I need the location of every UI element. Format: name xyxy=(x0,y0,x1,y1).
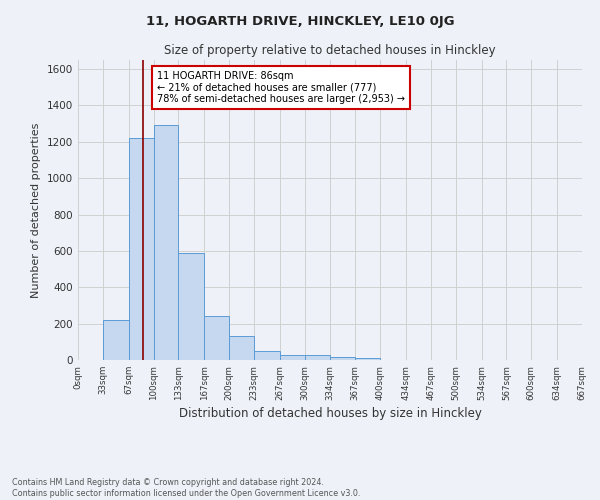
Bar xyxy=(103,320,128,360)
Title: Size of property relative to detached houses in Hinckley: Size of property relative to detached ho… xyxy=(164,44,496,58)
Bar xyxy=(331,358,355,360)
Text: 11, HOGARTH DRIVE, HINCKLEY, LE10 0JG: 11, HOGARTH DRIVE, HINCKLEY, LE10 0JG xyxy=(146,15,454,28)
Text: Contains HM Land Registry data © Crown copyright and database right 2024.
Contai: Contains HM Land Registry data © Crown c… xyxy=(12,478,361,498)
Bar xyxy=(178,252,204,360)
Bar xyxy=(204,316,229,360)
Bar xyxy=(254,351,280,360)
Bar xyxy=(355,358,380,360)
X-axis label: Distribution of detached houses by size in Hinckley: Distribution of detached houses by size … xyxy=(179,406,481,420)
Bar xyxy=(154,126,178,360)
Y-axis label: Number of detached properties: Number of detached properties xyxy=(31,122,41,298)
Bar xyxy=(229,336,254,360)
Bar xyxy=(128,138,154,360)
Text: 11 HOGARTH DRIVE: 86sqm
← 21% of detached houses are smaller (777)
78% of semi-d: 11 HOGARTH DRIVE: 86sqm ← 21% of detache… xyxy=(157,71,406,104)
Bar xyxy=(305,354,331,360)
Bar xyxy=(280,356,305,360)
